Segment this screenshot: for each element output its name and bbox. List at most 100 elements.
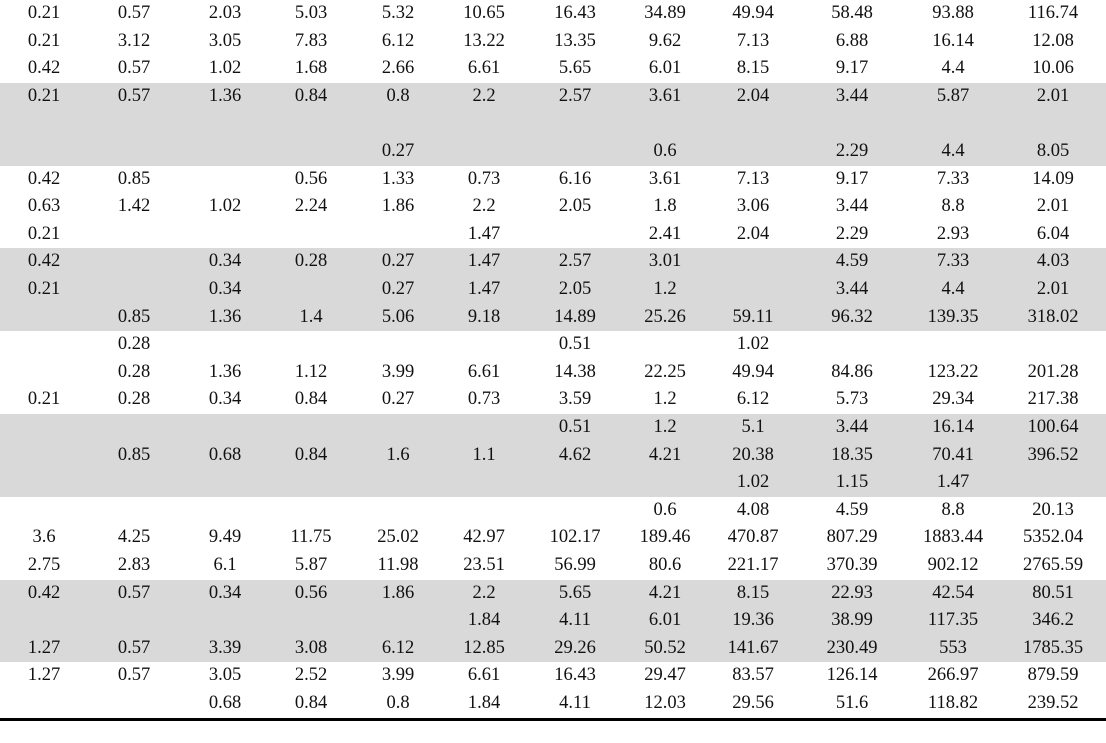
table-cell: 1.47 [467,251,501,272]
table-cell: 4.4 [941,141,965,161]
table-cell: 0.34 [208,251,242,272]
table-cell: 6.61 [467,665,501,686]
table-cell: 6.12 [381,637,415,658]
table-cell: 13.22 [463,30,505,51]
table-cell: 5352.04 [1022,527,1084,548]
table-cell: 0.42 [27,582,61,603]
table-cell: 20.13 [1032,499,1074,520]
table-cell: 25.26 [644,306,686,327]
table-cell: 1.02 [208,196,242,217]
table-cell: 1.1 [472,444,496,465]
table-cell: 93.88 [932,3,974,23]
table-cell: 2.29 [835,141,869,161]
table-cell: 58.48 [831,3,873,23]
table-cell: 2.01 [1036,279,1070,299]
table-cell: 123.22 [927,361,979,382]
table-cell: 23.51 [463,555,505,575]
table-cell: 2.2 [472,85,496,106]
table-cell: 902.12 [927,555,979,575]
table-cell: 141.67 [727,637,779,658]
table-cell: 29.56 [732,693,774,713]
table-cell: 2.05 [558,279,592,299]
table-cell: 70.41 [932,444,974,465]
table-cell: 1.47 [467,279,501,299]
table-cell: 3.61 [648,85,682,106]
table-cell: 189.46 [639,527,691,548]
table-row: 2.75 2.83 6.1 5.87 11.98 23.51 56.99 80.6 221.17… [0,552,1106,580]
table-cell: 10.65 [463,3,505,23]
table-cell: 0.42 [27,58,61,79]
table-cell: 14.89 [554,306,596,327]
table-cell: 3.44 [835,279,869,299]
table-cell: 0.84 [294,389,328,410]
table-cell: 0.73 [467,389,501,410]
table-cell: 4.62 [558,444,592,465]
table-cell: 4.03 [1036,251,1070,272]
table-cell: 3.01 [648,251,682,272]
table-cell: 118.82 [927,693,979,713]
table-cell: 0.8 [386,85,410,106]
table-cell: 2.04 [736,85,770,106]
table-cell: 370.39 [826,555,878,575]
table-cell: 2765.59 [1022,555,1084,575]
table-row: 0.42 0.85 0.56 1.33 0.73 6.16 3.61 7.13 9.17 7.33… [0,166,1106,194]
table-cell: 4.4 [941,58,965,79]
table-cell: 0.21 [27,279,61,299]
table-cell: 2.52 [294,665,328,686]
table-cell: 4.59 [835,251,869,272]
table-cell: 0.56 [294,168,328,189]
table-cell: 0.21 [27,389,61,410]
table-cell: 0.27 [381,389,415,410]
table-cell: 3.44 [835,196,869,217]
table-cell: 96.32 [831,306,873,327]
table-cell: 59.11 [732,306,774,327]
table-cell: 1.36 [208,85,242,106]
bottom-rule [0,718,1106,721]
table-cell: 1.47 [936,472,970,493]
table-cell: 3.05 [208,665,242,686]
table-cell: 2.75 [27,555,61,575]
table-cell: 80.6 [648,555,682,575]
table-cell: 0.34 [208,389,242,410]
table-cell: 0.57 [117,582,151,603]
table-cell: 8.8 [941,499,965,520]
table-cell: 3.59 [558,389,592,410]
table-cell: 7.33 [936,168,970,189]
table-cell: 230.49 [826,637,878,658]
table-cell: 50.52 [644,637,686,658]
table-cell: 3.05 [208,30,242,51]
table-row: 0.21 1.47 2.41 2.04 2.29 2.93 6.04 [0,221,1106,249]
table-row: 0.21 0.28 0.34 0.84 0.27 0.73 3.59 1.2 6.12 5.73 2… [0,386,1106,414]
table-cell: 1.47 [467,223,501,244]
table-cell: 8.05 [1036,141,1070,161]
table-cell: 1.15 [835,472,869,493]
table-cell: 14.38 [554,361,596,382]
table-cell: 49.94 [732,3,774,23]
table-row: 1.27 0.57 3.39 3.08 6.12 12.85 29.26 50.52 141.6… [0,634,1106,663]
table-cell: 221.17 [727,555,779,575]
table-cell: 5.06 [381,306,415,327]
table-cell: 9.17 [835,168,869,189]
table-row: 0.42 0.34 0.28 0.27 1.47 2.57 3.01 4.59 7.33 4.03 [0,248,1106,276]
table-cell: 0.21 [27,223,61,244]
table-cell: 22.93 [831,582,873,603]
table-row: 0.21 3.12 3.05 7.83 6.12 13.22 13.35 9.62 7.13 6.… [0,28,1106,56]
table-cell: 5.03 [294,3,328,23]
table-cell: 6.1 [213,555,237,575]
table-cell: 4.4 [941,279,965,299]
table-cell: 16.14 [932,417,974,437]
table-cell: 14.09 [1032,168,1074,189]
table-cell: 10.06 [1032,58,1074,79]
table-cell: 56.99 [554,555,596,575]
table-cell: 3.99 [381,665,415,686]
table-cell: 1.33 [381,168,415,189]
table-cell: 16.14 [932,30,974,51]
table-cell: 12.85 [463,637,505,658]
table-cell: 0.85 [117,168,151,189]
table-cell: 1.2 [653,389,677,410]
table-cell: 0.42 [27,168,61,189]
table-cell: 29.26 [554,637,596,658]
table-cell: 0.42 [27,251,61,272]
table-cell: 6.01 [648,610,682,631]
table-cell: 0.85 [117,306,151,327]
